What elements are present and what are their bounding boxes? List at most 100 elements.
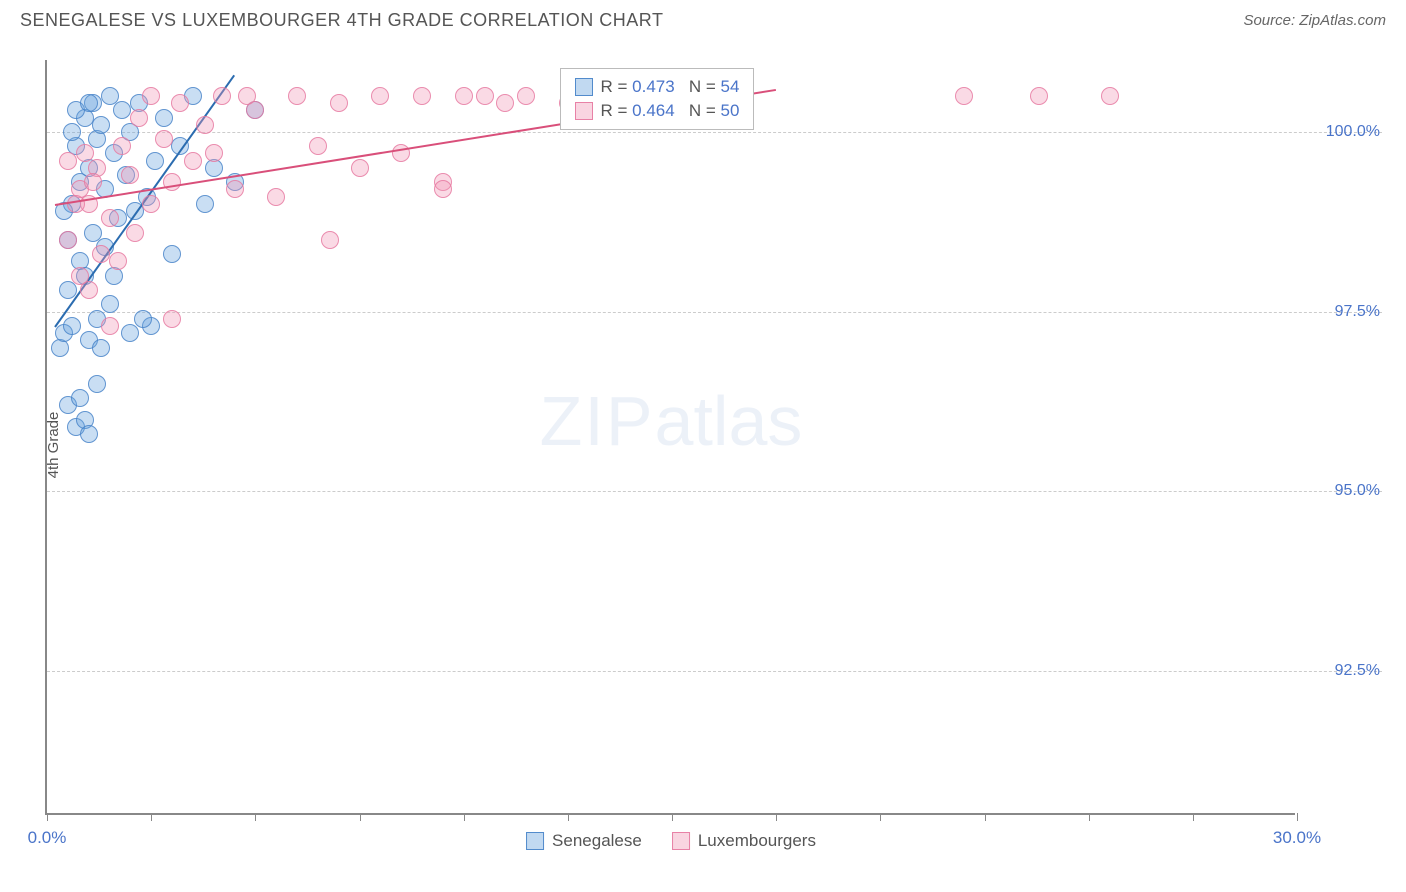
data-point xyxy=(330,94,348,112)
data-point xyxy=(113,101,131,119)
data-point xyxy=(113,137,131,155)
legend-label: Luxembourgers xyxy=(698,831,816,851)
data-point xyxy=(121,324,139,342)
legend-row: R = 0.473 N = 54 xyxy=(575,75,740,99)
data-point xyxy=(163,310,181,328)
chart-header: SENEGALESE VS LUXEMBOURGER 4TH GRADE COR… xyxy=(0,0,1406,36)
data-point xyxy=(59,231,77,249)
data-point xyxy=(67,195,85,213)
data-point xyxy=(134,310,152,328)
data-point xyxy=(101,209,119,227)
legend-swatch xyxy=(672,832,690,850)
gridline xyxy=(47,491,1382,492)
x-tick xyxy=(1297,813,1298,821)
legend-swatch xyxy=(526,832,544,850)
data-point xyxy=(146,152,164,170)
data-point xyxy=(92,339,110,357)
x-tick xyxy=(255,813,256,821)
data-point xyxy=(63,123,81,141)
stats-legend: R = 0.473 N = 54 R = 0.464 N = 50 xyxy=(560,68,755,130)
data-point xyxy=(288,87,306,105)
data-point xyxy=(59,152,77,170)
chart-source: Source: ZipAtlas.com xyxy=(1243,12,1386,29)
x-tick xyxy=(672,813,673,821)
data-point xyxy=(267,188,285,206)
data-point xyxy=(1030,87,1048,105)
data-point xyxy=(92,116,110,134)
x-tick xyxy=(776,813,777,821)
legend-label: Senegalese xyxy=(552,831,642,851)
bottom-legend-item: Senegalese xyxy=(526,831,642,851)
data-point xyxy=(92,245,110,263)
data-point xyxy=(63,317,81,335)
gridline xyxy=(47,671,1382,672)
x-tick xyxy=(151,813,152,821)
data-point xyxy=(80,94,98,112)
data-point xyxy=(434,180,452,198)
data-point xyxy=(71,389,89,407)
y-tick-label: 97.5% xyxy=(1335,303,1380,321)
data-point xyxy=(238,87,256,105)
legend-swatch xyxy=(575,102,593,120)
legend-text: R = 0.464 N = 50 xyxy=(601,101,740,121)
data-point xyxy=(84,173,102,191)
data-point xyxy=(226,180,244,198)
data-point xyxy=(196,195,214,213)
data-point xyxy=(88,375,106,393)
x-tick xyxy=(1193,813,1194,821)
data-point xyxy=(163,245,181,263)
x-tick xyxy=(1089,813,1090,821)
data-point xyxy=(155,109,173,127)
gridline xyxy=(47,312,1382,313)
watermark: ZIPatlas xyxy=(540,381,803,461)
data-point xyxy=(213,87,231,105)
data-point xyxy=(101,295,119,313)
data-point xyxy=(80,281,98,299)
chart-container: 4th Grade ZIPatlas 100.0%97.5%95.0%92.5%… xyxy=(45,60,1385,830)
data-point xyxy=(309,137,327,155)
data-point xyxy=(955,87,973,105)
data-point xyxy=(155,130,173,148)
data-point xyxy=(1101,87,1119,105)
x-tick-label: 30.0% xyxy=(1273,828,1321,848)
data-point xyxy=(163,173,181,191)
data-point xyxy=(101,317,119,335)
legend-row: R = 0.464 N = 50 xyxy=(575,99,740,123)
legend-text: R = 0.473 N = 54 xyxy=(601,77,740,97)
data-point xyxy=(413,87,431,105)
data-point xyxy=(371,87,389,105)
x-tick xyxy=(880,813,881,821)
data-point xyxy=(517,87,535,105)
plot-area: ZIPatlas 100.0%97.5%95.0%92.5%0.0%30.0%R… xyxy=(45,60,1295,815)
y-tick-label: 95.0% xyxy=(1335,482,1380,500)
data-point xyxy=(351,159,369,177)
data-point xyxy=(205,144,223,162)
data-point xyxy=(126,224,144,242)
data-point xyxy=(196,116,214,134)
data-point xyxy=(76,144,94,162)
data-point xyxy=(455,87,473,105)
x-tick xyxy=(360,813,361,821)
data-point xyxy=(130,109,148,127)
data-point xyxy=(142,195,160,213)
watermark-bold: ZIP xyxy=(540,382,655,460)
bottom-legend-item: Luxembourgers xyxy=(672,831,816,851)
x-tick xyxy=(464,813,465,821)
data-point xyxy=(121,166,139,184)
watermark-light: atlas xyxy=(655,382,803,460)
data-point xyxy=(142,87,160,105)
data-point xyxy=(321,231,339,249)
x-tick-label: 0.0% xyxy=(28,828,67,848)
data-point xyxy=(496,94,514,112)
data-point xyxy=(184,152,202,170)
legend-swatch xyxy=(575,78,593,96)
chart-title: SENEGALESE VS LUXEMBOURGER 4TH GRADE COR… xyxy=(20,10,663,31)
y-tick-label: 92.5% xyxy=(1335,662,1380,680)
y-tick-label: 100.0% xyxy=(1326,123,1380,141)
bottom-legend: Senegalese Luxembourgers xyxy=(526,831,816,851)
data-point xyxy=(476,87,494,105)
data-point xyxy=(80,425,98,443)
data-point xyxy=(171,94,189,112)
x-tick xyxy=(47,813,48,821)
data-point xyxy=(109,252,127,270)
